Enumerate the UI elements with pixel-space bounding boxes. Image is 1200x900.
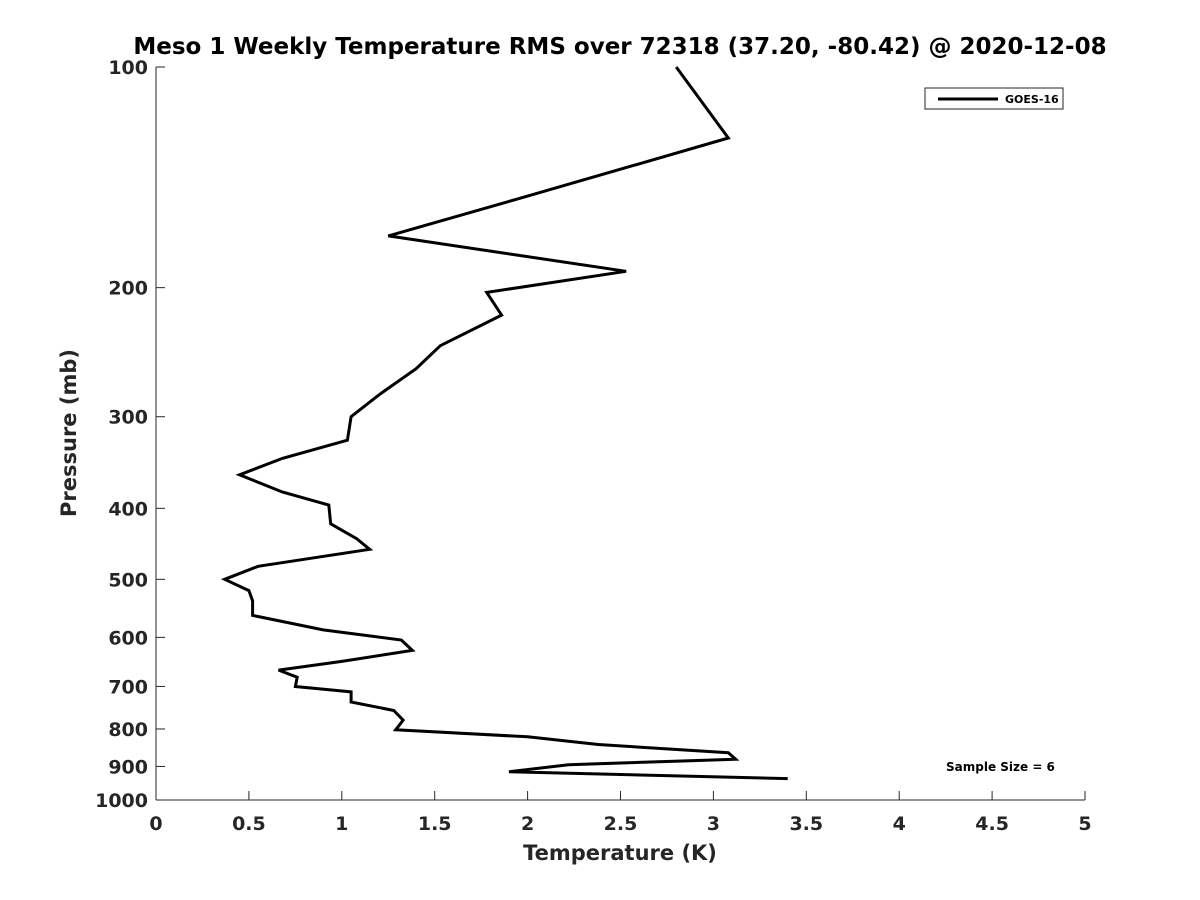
y-tick-label: 300 [108, 407, 148, 429]
x-axis: 0 0.5 1 1.5 2 2.5 3 3.5 4 4.5 5 [149, 791, 1092, 835]
y-tick-label: 400 [108, 498, 148, 520]
y-tick-label: 100 [108, 57, 148, 79]
x-axis-label: Temperature (K) [523, 841, 717, 865]
x-tick-label: 4.5 [975, 813, 1009, 835]
x-tick-label: 4 [893, 813, 906, 835]
x-tick-label: 1.5 [418, 813, 452, 835]
x-tick-label: 5 [1078, 813, 1091, 835]
x-tick-label: 3 [707, 813, 720, 835]
x-tick-label: 1 [335, 813, 348, 835]
x-tick-label: 2 [521, 813, 534, 835]
x-tick-label: 0 [149, 813, 162, 835]
y-tick-label: 800 [108, 719, 148, 741]
y-tick-label: 200 [108, 278, 148, 300]
legend-label-goes-16: GOES-16 [1005, 93, 1059, 106]
y-axis: 100 200 300 400 500 600 700 800 900 1000 [95, 57, 165, 812]
series-layer [220, 66, 788, 781]
y-axis-label: Pressure (mb) [57, 349, 81, 517]
x-tick-label: 0.5 [232, 813, 266, 835]
y-tick-label: 500 [108, 569, 148, 591]
x-tick-label: 3.5 [789, 813, 823, 835]
y-tick-label: 700 [108, 676, 148, 698]
y-tick-label: 1000 [95, 790, 148, 812]
chart-title: Meso 1 Weekly Temperature RMS over 72318… [133, 34, 1106, 60]
x-tick-label: 2.5 [604, 813, 638, 835]
legend: GOES-16 [924, 87, 1064, 110]
y-tick-label: 600 [108, 627, 148, 649]
sample-size-annotation: Sample Size = 6 [946, 760, 1055, 774]
series-line-goes-16 [220, 66, 788, 781]
y-tick-label: 900 [108, 756, 148, 778]
